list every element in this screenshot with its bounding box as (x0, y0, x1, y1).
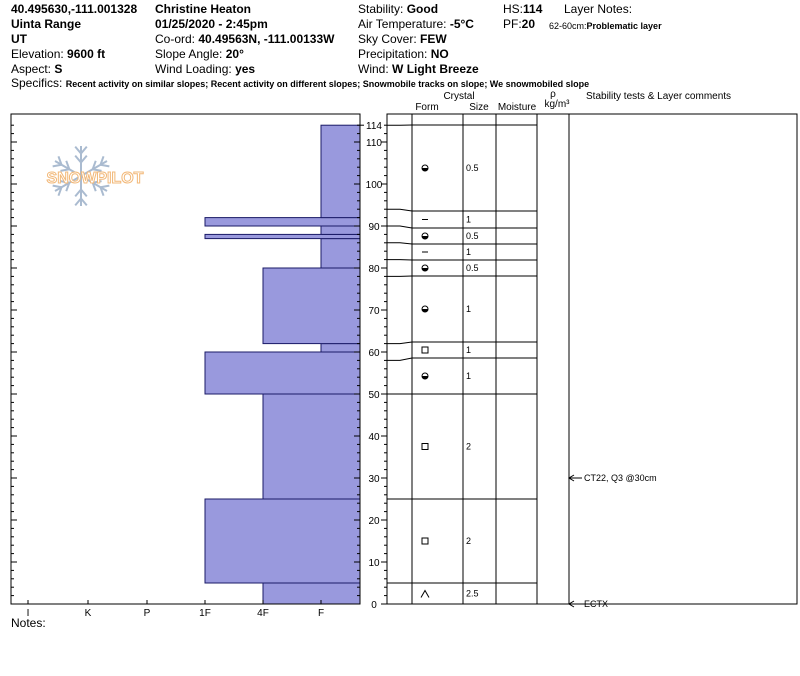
slope-angle: Slope Angle: 20° (155, 47, 244, 61)
crystal-size: 1 (466, 371, 471, 381)
size-header: Size (469, 102, 489, 113)
state: UT (11, 32, 27, 46)
crystal-size: 1 (466, 215, 471, 225)
x-tick-label: K (85, 608, 92, 619)
hardness-bar (320, 124, 361, 219)
crystal-size: 2 (466, 536, 471, 546)
precipitation: Precipitation: NO (358, 47, 449, 61)
hardness-bar (204, 351, 361, 395)
y-tick-label: 20 (368, 516, 380, 527)
notes-label: Notes: (11, 616, 46, 630)
hs-tick-label: 114 (366, 121, 382, 132)
layer-notes-label: Layer Notes: (564, 2, 633, 16)
hardness-bar (204, 233, 361, 240)
crystal-size: 1 (466, 345, 471, 355)
range-name: Uinta Range (11, 17, 82, 31)
y-tick-label: 30 (368, 474, 380, 485)
penetration-foot: PF:20 (503, 17, 536, 31)
hardness-plot-frame (10, 113, 361, 605)
rounded-icon (421, 164, 429, 172)
crystal-header: Crystal (443, 91, 474, 102)
snowpilot-logo: SNOWPILOT (46, 145, 144, 207)
air-temperature: Air Temperature: -5°C (358, 17, 474, 31)
stability-header: Stability tests & Layer comments (586, 91, 731, 102)
test-label: ECTX (584, 599, 608, 609)
hardness-bar (262, 267, 361, 345)
aspect: Aspect: S (11, 62, 63, 76)
site-coords: 40.495630,-111.001328 (11, 2, 138, 16)
facet-icon (421, 346, 429, 354)
rounded-icon (421, 232, 429, 240)
y-tick-label: 0 (371, 600, 377, 611)
facet-icon (421, 537, 429, 545)
rounded-icon (421, 305, 429, 313)
y-tick-label: 110 (366, 138, 382, 149)
density-unit-header: kg/m³ (545, 99, 571, 110)
y-tick-label: 10 (368, 558, 380, 569)
elevation: Elevation: 9600 ft (11, 47, 106, 61)
observer: Christine Heaton (155, 2, 252, 16)
crystal-size: 2.5 (466, 589, 479, 599)
rounded-icon (421, 264, 429, 272)
hardness-bar (204, 217, 361, 227)
strata-connector (387, 225, 413, 229)
moisture-header: Moisture (498, 102, 537, 113)
crystal-size: 0.5 (466, 263, 479, 273)
specifics: Specifics: Recent activity on similar sl… (11, 76, 590, 90)
crystal-size: 0.5 (466, 163, 479, 173)
arrow-icon (568, 600, 575, 608)
y-tick-label: 50 (368, 390, 380, 401)
layer-note: 62-60cm:Problematic layer (549, 21, 662, 31)
y-tick-label: 60 (368, 348, 380, 359)
strata-table: 2.5 2 2 1 1 1 0.5 1 0.5 1 0.5 (387, 124, 537, 599)
coordinate: Co-ord: 40.49563N, -111.00133W (155, 32, 335, 46)
sky-cover: Sky Cover: FEW (358, 32, 447, 46)
wind-loading: Wind Loading: yes (155, 62, 256, 76)
arrow-icon (568, 474, 575, 482)
crystal-size: 1 (466, 247, 471, 257)
strata-connector (387, 341, 413, 345)
x-tick-label: P (144, 608, 151, 619)
strata-connector (387, 357, 413, 361)
y-tick-label: 80 (368, 264, 380, 275)
x-tick-label: I (27, 608, 30, 619)
crystal-size: 2 (466, 442, 471, 452)
hardness-axis: I K P 1F 4F F (27, 600, 324, 619)
hardness-bar (320, 343, 361, 353)
strata-connector (387, 208, 413, 212)
strata-frame (386, 113, 798, 605)
stability: Stability: Good (358, 2, 439, 16)
x-tick-label: F (318, 608, 324, 619)
chart-frames (10, 113, 798, 605)
x-tick-label: 4F (257, 608, 269, 619)
y-tick-label: 100 (366, 180, 383, 191)
logo-text: SNOWPILOT (47, 170, 144, 187)
depth-axis: 0 10 20 30 40 50 60 70 80 90 100 110 114 (11, 121, 387, 611)
crystal-size: 1 (466, 304, 471, 314)
y-tick-label: 70 (368, 306, 380, 317)
snowflake-icon (52, 145, 110, 207)
strata-connector (387, 242, 413, 245)
wind: Wind: W Light Breeze (358, 62, 479, 76)
rho-header: ρ (550, 89, 556, 100)
rounded-icon (421, 372, 429, 380)
hardness-bar (204, 498, 361, 584)
hardness-bar (320, 225, 361, 235)
snow-height: HS:114 (503, 2, 543, 16)
obs-datetime: 01/25/2020 - 2:45pm (155, 17, 268, 31)
y-tick-label: 90 (368, 222, 380, 233)
facet-icon (421, 443, 429, 450)
form-header: Form (415, 102, 438, 113)
hardness-bar (262, 582, 361, 605)
hardness-bar (262, 393, 361, 500)
hardness-bar (320, 238, 361, 269)
depth-hoar-icon (420, 589, 430, 598)
stability-tests: CT22, Q3 @30cm ECTX (568, 473, 657, 609)
crystal-size: 0.5 (466, 231, 479, 241)
hardness-bars (204, 124, 361, 605)
x-tick-label: 1F (199, 608, 211, 619)
test-label: CT22, Q3 @30cm (584, 473, 657, 483)
y-tick-label: 40 (368, 432, 380, 443)
